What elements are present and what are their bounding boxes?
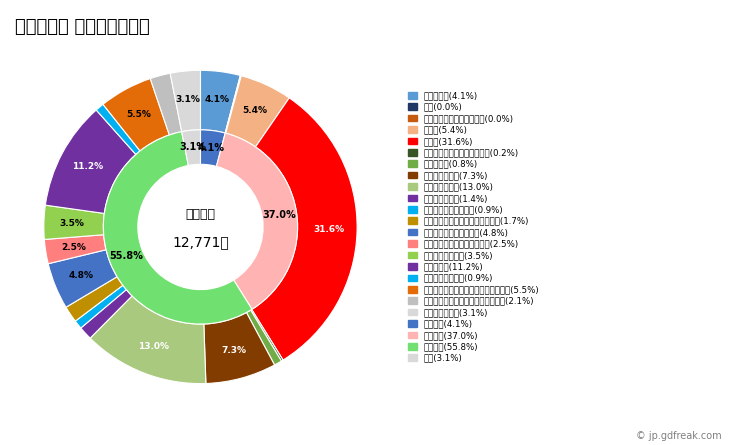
Legend: 農業，林業(4.1%), 漁業(0.0%), 鉱業，採石業，砂利採取業(0.0%), 建設業(5.4%), 製造業(31.6%), 電気・ガス・熱供給・水道業(: 農業，林業(4.1%), 漁業(0.0%), 鉱業，採石業，砂利採取業(0.0%…: [408, 91, 539, 363]
Text: 4.1%: 4.1%: [204, 95, 230, 104]
Text: 3.5%: 3.5%: [60, 218, 85, 228]
Wedge shape: [44, 235, 106, 264]
Wedge shape: [170, 70, 200, 132]
Text: 11.2%: 11.2%: [71, 162, 103, 171]
Wedge shape: [182, 130, 200, 166]
Wedge shape: [252, 98, 357, 360]
Wedge shape: [204, 312, 275, 384]
Wedge shape: [96, 104, 140, 154]
Text: 3.1%: 3.1%: [179, 142, 206, 153]
Wedge shape: [200, 70, 241, 133]
Text: 31.6%: 31.6%: [313, 226, 344, 235]
Wedge shape: [44, 205, 104, 239]
Text: 37.0%: 37.0%: [262, 210, 296, 220]
Text: 7.3%: 7.3%: [222, 347, 246, 356]
Wedge shape: [251, 309, 283, 361]
Text: 2.5%: 2.5%: [61, 243, 86, 252]
Wedge shape: [200, 130, 225, 166]
Wedge shape: [150, 73, 182, 135]
Text: 55.8%: 55.8%: [109, 251, 143, 261]
Wedge shape: [246, 310, 281, 365]
Text: 13.0%: 13.0%: [138, 342, 169, 351]
Text: 就業者数: 就業者数: [185, 208, 216, 221]
Wedge shape: [66, 277, 123, 321]
Wedge shape: [90, 296, 206, 384]
Text: © jp.gdfreak.com: © jp.gdfreak.com: [636, 431, 722, 441]
Wedge shape: [103, 79, 169, 151]
Text: 5.5%: 5.5%: [127, 109, 152, 119]
Text: 12,771人: 12,771人: [172, 235, 229, 250]
Wedge shape: [226, 76, 289, 147]
Text: ２０２０年 邑楽町の就業者: ２０２０年 邑楽町の就業者: [15, 18, 149, 36]
Text: 5.4%: 5.4%: [242, 106, 267, 115]
Wedge shape: [48, 250, 117, 307]
Wedge shape: [217, 133, 297, 309]
Wedge shape: [104, 132, 252, 324]
Text: 3.1%: 3.1%: [176, 95, 200, 104]
Wedge shape: [225, 76, 241, 133]
Text: 4.1%: 4.1%: [198, 143, 225, 153]
Wedge shape: [75, 285, 126, 328]
Wedge shape: [81, 290, 132, 338]
Wedge shape: [45, 110, 136, 214]
Wedge shape: [225, 76, 241, 133]
Text: 4.8%: 4.8%: [69, 271, 94, 280]
